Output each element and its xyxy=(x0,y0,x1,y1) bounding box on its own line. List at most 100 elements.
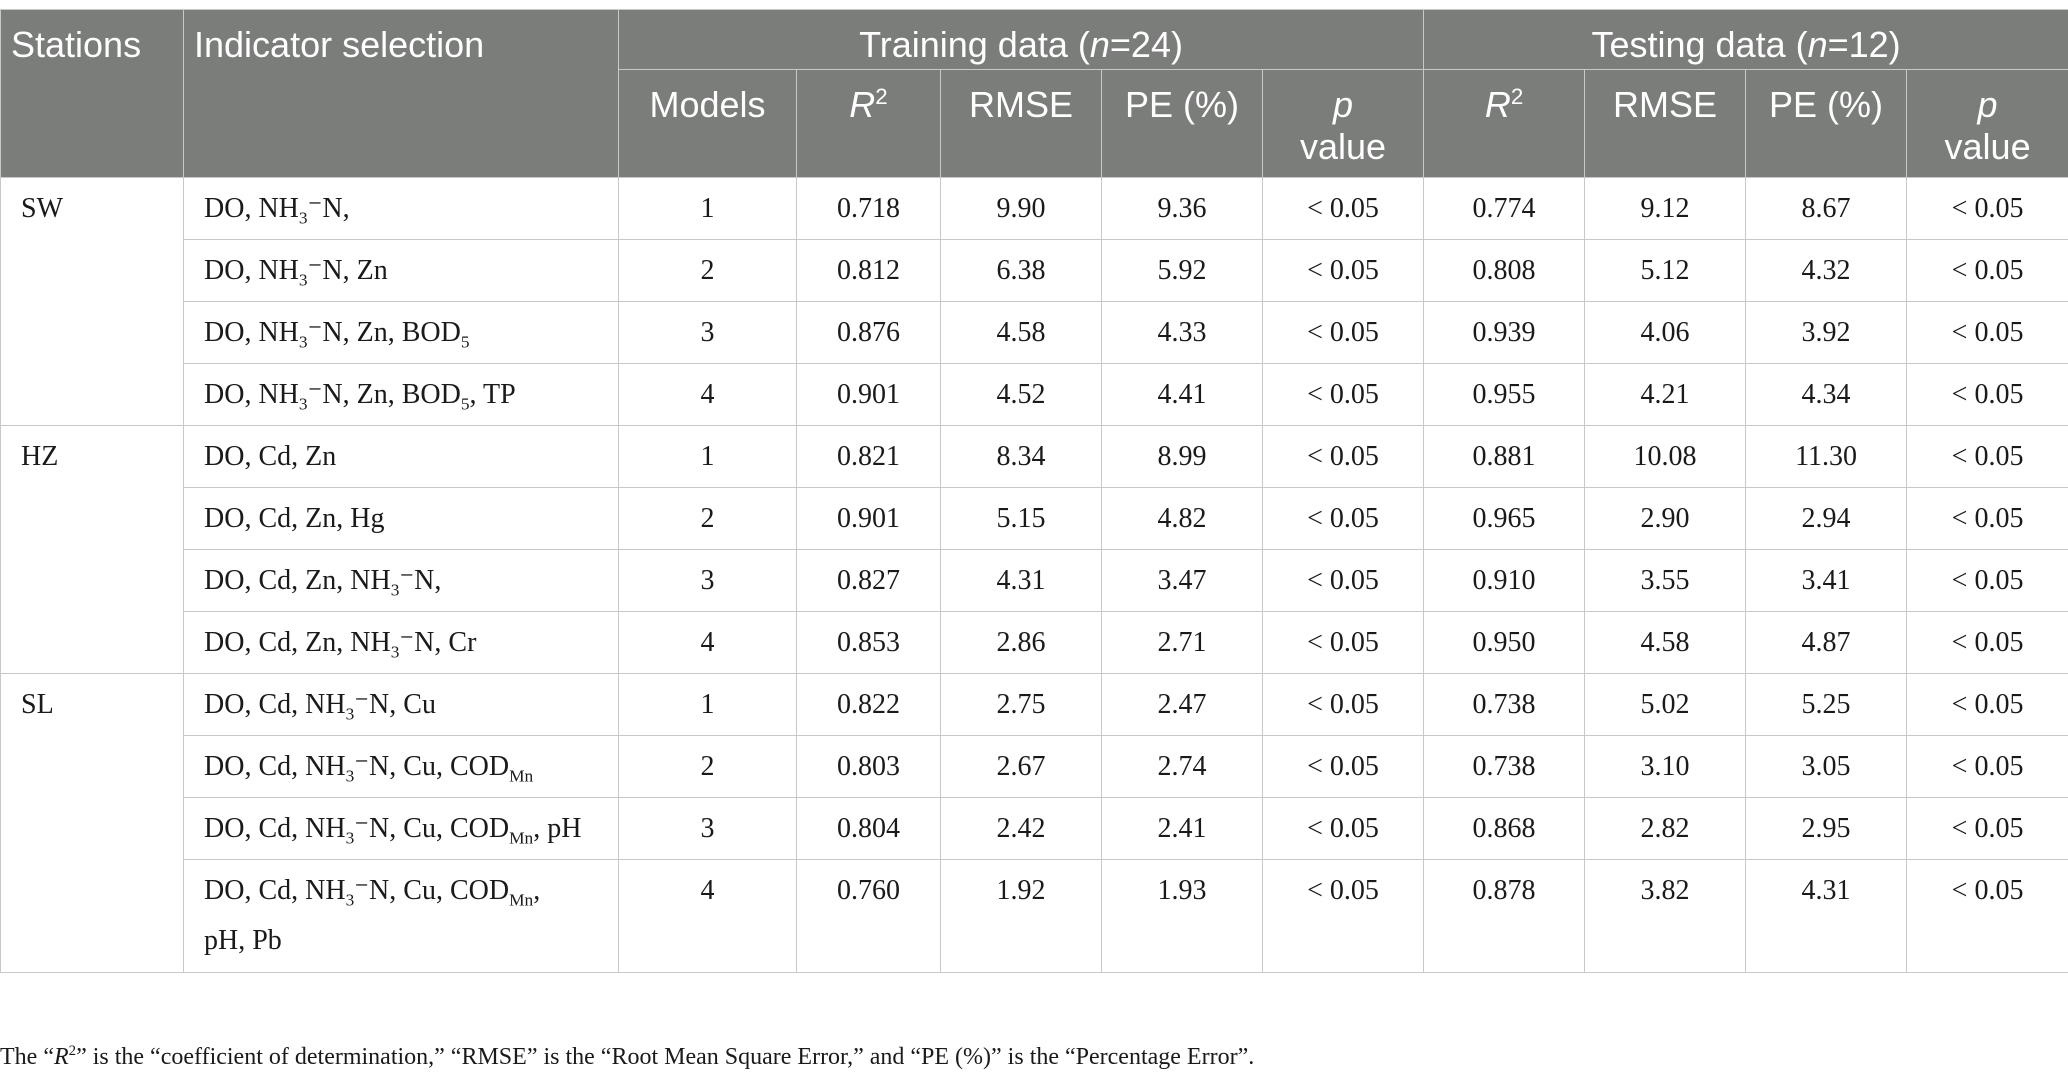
model-cell: 3 xyxy=(618,301,797,364)
value-cell: 9.12 xyxy=(1584,177,1747,240)
station-cell: SW xyxy=(0,177,184,426)
model-cell: 1 xyxy=(618,425,797,488)
header-testing-p-value: p value xyxy=(1906,69,2068,178)
indicator-cell: DO, Cd, Zn, NH3⁻N, Cr xyxy=(183,611,619,674)
table-row: DO, NH3⁻N, Zn, BOD5 3 0.876 4.58 4.33 < … xyxy=(1,301,2068,364)
value-cell: 10.08 xyxy=(1584,425,1747,488)
table-row: DO, Cd, NH3⁻N, Cu, CODMn 2 0.803 2.67 2.… xyxy=(1,735,2068,798)
table-row: DO, NH3⁻N, Zn 2 0.812 6.38 5.92 < 0.05 0… xyxy=(1,239,2068,302)
header-testing-rmse: RMSE xyxy=(1584,69,1747,178)
value-cell: 2.67 xyxy=(940,735,1102,798)
value-cell: 0.803 xyxy=(796,735,941,798)
header-testing-data: Testing data (n=12) xyxy=(1423,9,2068,70)
value-cell: 8.99 xyxy=(1101,425,1263,488)
value-cell: 0.939 xyxy=(1423,301,1586,364)
header-training-p-value: p value xyxy=(1261,69,1425,178)
value-cell: 3.05 xyxy=(1745,735,1908,798)
value-cell: 0.878 xyxy=(1423,859,1586,973)
header-training-rmse: RMSE xyxy=(940,69,1102,178)
header-training-pe: PE (%) xyxy=(1101,69,1263,178)
value-cell: 5.02 xyxy=(1584,673,1747,736)
value-cell: 0.853 xyxy=(796,611,941,674)
table-row: DO, Cd, NH3⁻N, Cu, CODMn, pH 3 0.804 2.4… xyxy=(1,797,2068,860)
value-cell: < 0.05 xyxy=(1261,611,1425,674)
value-cell: 0.901 xyxy=(796,487,941,550)
value-cell: 4.32 xyxy=(1745,239,1908,302)
model-cell: 1 xyxy=(618,673,797,736)
value-cell: 0.774 xyxy=(1423,177,1586,240)
value-cell: 2.41 xyxy=(1101,797,1263,860)
value-cell: 4.41 xyxy=(1101,363,1263,426)
indicator-cell: DO, NH3⁻N, Zn, BOD5 xyxy=(183,301,619,364)
value-cell: < 0.05 xyxy=(1906,425,2068,488)
value-cell: 0.965 xyxy=(1423,487,1586,550)
value-cell: 0.718 xyxy=(796,177,941,240)
value-cell: 4.82 xyxy=(1101,487,1263,550)
value-cell: 4.33 xyxy=(1101,301,1263,364)
table-body: SW DO, NH3⁻N, 1 0.718 9.90 9.36 < 0.05 0… xyxy=(0,177,2068,973)
value-cell: < 0.05 xyxy=(1261,859,1425,973)
table-row: DO, NH3⁻N, Zn, BOD5, TP 4 0.901 4.52 4.4… xyxy=(1,363,2068,426)
model-cell: 4 xyxy=(618,611,797,674)
value-cell: 2.95 xyxy=(1745,797,1908,860)
value-cell: 9.90 xyxy=(940,177,1102,240)
model-cell: 3 xyxy=(618,549,797,612)
value-cell: 4.87 xyxy=(1745,611,1908,674)
value-cell: 2.86 xyxy=(940,611,1102,674)
value-cell: 3.41 xyxy=(1745,549,1908,612)
value-cell: 0.738 xyxy=(1423,735,1586,798)
value-cell: 4.31 xyxy=(1745,859,1908,973)
header-training-r2: R2 xyxy=(796,69,941,178)
value-cell: 5.25 xyxy=(1745,673,1908,736)
value-cell: 5.92 xyxy=(1101,239,1263,302)
value-cell: 2.74 xyxy=(1101,735,1263,798)
model-cell: 2 xyxy=(618,239,797,302)
value-cell: 2.94 xyxy=(1745,487,1908,550)
table-row: DO, Cd, Zn, NH3⁻N, Cr 4 0.853 2.86 2.71 … xyxy=(1,611,2068,674)
table-row: HZ DO, Cd, Zn 1 0.821 8.34 8.99 < 0.05 0… xyxy=(0,425,2068,674)
value-cell: 4.52 xyxy=(940,363,1102,426)
header-testing-pe: PE (%) xyxy=(1745,69,1908,178)
value-cell: 6.38 xyxy=(940,239,1102,302)
model-cell: 4 xyxy=(618,859,797,973)
value-cell: 2.82 xyxy=(1584,797,1747,860)
model-cell: 1 xyxy=(618,177,797,240)
value-cell: < 0.05 xyxy=(1261,487,1425,550)
value-cell: < 0.05 xyxy=(1906,859,2068,973)
value-cell: 4.21 xyxy=(1584,363,1747,426)
value-cell: 0.822 xyxy=(796,673,941,736)
value-cell: 3.47 xyxy=(1101,549,1263,612)
value-cell: 0.808 xyxy=(1423,239,1586,302)
value-cell: 4.58 xyxy=(1584,611,1747,674)
value-cell: 5.15 xyxy=(940,487,1102,550)
value-cell: < 0.05 xyxy=(1261,673,1425,736)
value-cell: 0.876 xyxy=(796,301,941,364)
indicator-cell: DO, Cd, Zn xyxy=(183,425,619,488)
indicator-cell: DO, Cd, NH3⁻N, Cu, CODMn xyxy=(183,735,619,798)
value-cell: 2.71 xyxy=(1101,611,1263,674)
value-cell: 0.901 xyxy=(796,363,941,426)
value-cell: 3.55 xyxy=(1584,549,1747,612)
value-cell: < 0.05 xyxy=(1261,425,1425,488)
value-cell: < 0.05 xyxy=(1261,797,1425,860)
value-cell: 0.738 xyxy=(1423,673,1586,736)
model-cell: 4 xyxy=(618,363,797,426)
value-cell: < 0.05 xyxy=(1906,611,2068,674)
value-cell: < 0.05 xyxy=(1261,239,1425,302)
model-cell: 2 xyxy=(618,735,797,798)
indicator-cell: DO, Cd, NH3⁻N, Cu, CODMn, pH, Pb xyxy=(183,859,619,973)
header-models: Models xyxy=(618,69,797,178)
value-cell: 0.821 xyxy=(796,425,941,488)
value-cell: 9.36 xyxy=(1101,177,1263,240)
value-cell: 0.827 xyxy=(796,549,941,612)
value-cell: 1.92 xyxy=(940,859,1102,973)
value-cell: 0.881 xyxy=(1423,425,1586,488)
table-row: SW DO, NH3⁻N, 1 0.718 9.90 9.36 < 0.05 0… xyxy=(0,177,2068,426)
value-cell: < 0.05 xyxy=(1906,363,2068,426)
value-cell: 3.10 xyxy=(1584,735,1747,798)
value-cell: < 0.05 xyxy=(1906,549,2068,612)
value-cell: 3.92 xyxy=(1745,301,1908,364)
indicator-cell: DO, NH3⁻N, Zn, BOD5, TP xyxy=(183,363,619,426)
value-cell: < 0.05 xyxy=(1906,301,2068,364)
value-cell: < 0.05 xyxy=(1261,177,1425,240)
